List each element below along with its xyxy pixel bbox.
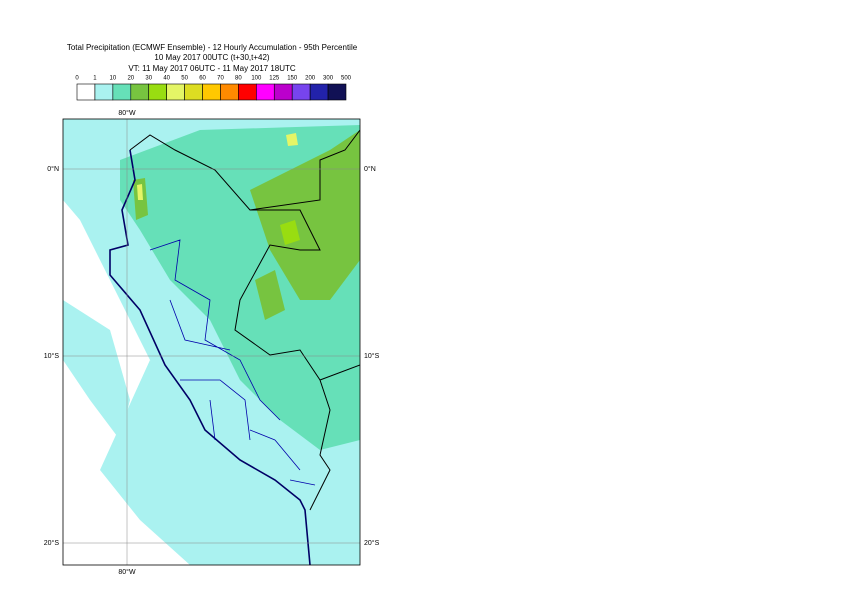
legend-swatch <box>273 83 293 101</box>
legend-swatch <box>291 83 311 101</box>
legend-swatch <box>76 83 96 101</box>
legend-swatch <box>256 83 275 101</box>
legend-swatch <box>112 83 132 101</box>
legend-label: 200 <box>305 76 316 82</box>
precip-area <box>286 133 298 146</box>
legend-label: 30 <box>145 76 152 82</box>
precip-area <box>250 130 360 300</box>
legend-label: 80 <box>235 76 242 82</box>
lon-label: 80°W <box>118 109 136 117</box>
map: 80°W 80°W 0°N 10°S 20°S 0°N 10°S 20°S <box>44 109 380 576</box>
lat-label: 0°N <box>364 165 376 173</box>
precip-area <box>100 360 340 565</box>
legend-label: 40 <box>163 76 170 82</box>
legend-label: 150 <box>287 76 298 82</box>
legend-swatch <box>148 83 167 101</box>
title: Total Precipitation (ECMWF Ensemble) - 1… <box>67 43 358 52</box>
legend-label: 300 <box>323 76 334 82</box>
legend-swatch <box>220 83 239 101</box>
legend-label: 125 <box>269 76 280 82</box>
precip-area <box>280 220 300 245</box>
lat-label: 10°S <box>44 352 60 360</box>
precip-area <box>255 270 285 320</box>
legend-label: 60 <box>199 76 206 82</box>
lat-label: 20°S <box>364 539 380 547</box>
legend-label: 0 <box>75 76 79 82</box>
country-border <box>319 364 360 381</box>
legend-swatch <box>166 83 185 101</box>
precip-area <box>137 184 143 200</box>
legend-label: 1 <box>93 76 97 82</box>
legend-swatch <box>130 83 150 101</box>
map-frame <box>62 118 361 566</box>
legend-swatch <box>94 83 114 101</box>
lon-label: 80°W <box>118 568 136 576</box>
legend-swatch <box>309 83 329 101</box>
lat-label: 20°S <box>44 539 60 547</box>
legend-label: 100 <box>251 76 262 82</box>
valid-time: VT: 11 May 2017 06UTC - 11 May 2017 18UT… <box>128 64 296 73</box>
country-border <box>129 134 331 511</box>
legend-label: 70 <box>217 76 224 82</box>
precip-area <box>63 300 130 440</box>
legend-label: 500 <box>341 76 352 82</box>
country-border <box>249 129 360 211</box>
legend-swatch <box>238 83 257 101</box>
lat-label: 10°S <box>364 352 380 360</box>
coastline <box>109 149 311 565</box>
legend-label: 10 <box>110 76 117 82</box>
region-border <box>149 239 316 486</box>
legend-swatch <box>327 83 347 101</box>
legend-swatch <box>202 83 221 101</box>
legend: 0 1 10 20 30 40 50 60 70 80 100 125 150 200 300 500 <box>75 76 352 101</box>
base-time: 10 May 2017 00UTC (t+30,t+42) <box>154 53 270 62</box>
lat-label: 0°N <box>47 165 59 173</box>
legend-label: 50 <box>181 76 188 82</box>
legend-label: 20 <box>127 76 134 82</box>
legend-swatch <box>184 83 203 101</box>
